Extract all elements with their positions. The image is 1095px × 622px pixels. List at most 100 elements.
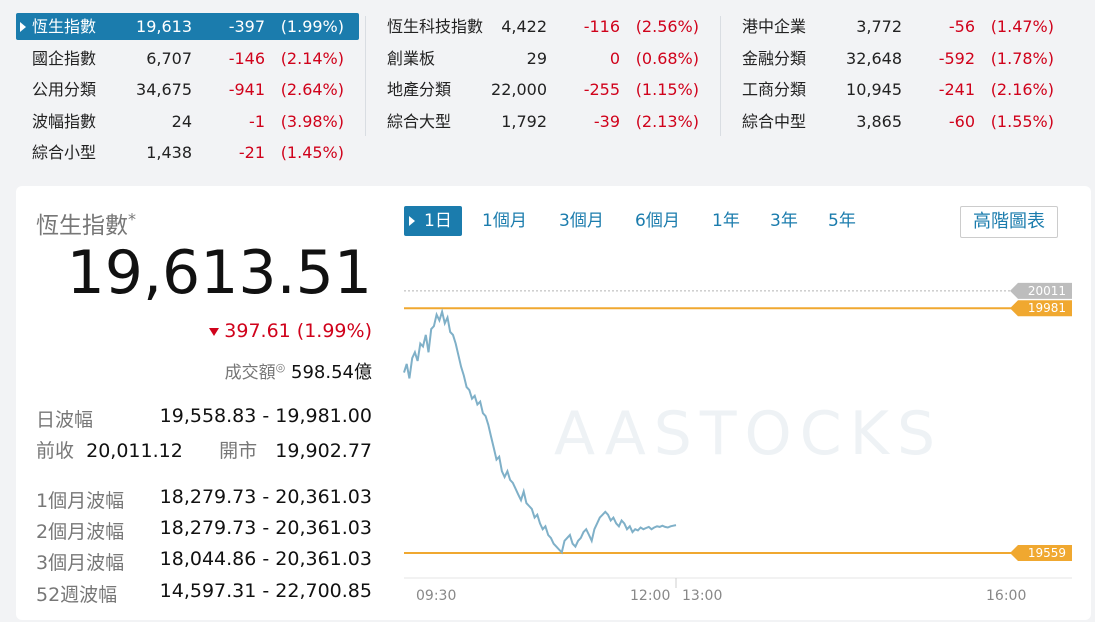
index-detail-card: 恆生指數* 19,613.51 397.61 (1.99%) 成交額◎ 598.…: [16, 186, 1091, 620]
ticker-name: 波幅指數: [32, 112, 97, 131]
ticker-change: -21: [238, 143, 265, 162]
tab-label: 1個月: [482, 211, 527, 231]
ticker-change: -146: [228, 49, 265, 68]
ticker-row[interactable]: 綜合大型 1,792 -39 (2.13%): [371, 108, 714, 135]
ticker-name: 地產分類: [387, 80, 452, 99]
day-low-tag-bg: [1010, 544, 1072, 561]
prev-close: 前收 20,011.12: [36, 440, 183, 462]
ticker-pct: (1.99%): [280, 17, 344, 36]
ticker-change: -56: [948, 17, 975, 36]
day-high-tag-bg: [1010, 300, 1072, 317]
range-3m-label: 3個月波幅: [36, 552, 125, 574]
range-3m: 18,044.86 - 20,361.03: [159, 548, 372, 570]
x-tick-label: 16:00: [986, 588, 1026, 604]
ticker-name: 綜合大型: [387, 112, 452, 131]
tab-label: 3年: [770, 211, 798, 231]
ticker-name: 綜合小型: [32, 143, 97, 162]
day-high-tag-text: 19981: [1028, 301, 1066, 315]
selected-arrow-icon: [409, 216, 415, 226]
ticker-row[interactable]: 港中企業 3,772 -56 (1.47%): [726, 13, 1069, 40]
day-low-tag-text: 19559: [1028, 546, 1066, 560]
ticker-value: 3,865: [856, 112, 902, 131]
tab-6[interactable]: 5年: [828, 206, 856, 236]
ticker-value: 6,707: [146, 49, 192, 68]
turnover: 成交額◎ 598.54億: [224, 361, 372, 383]
ticker-pct: (2.13%): [635, 112, 699, 131]
ticker-row[interactable]: 恆生指數 19,613 -397 (1.99%): [16, 13, 359, 40]
tab-label: 1日: [424, 211, 452, 231]
ticker-change: -255: [583, 80, 620, 99]
ticker-name: 恆生指數: [32, 17, 97, 36]
watermark-text: AASTOCKS: [554, 399, 943, 469]
index-title: 恆生指數*: [36, 209, 136, 239]
ticker-value: 22,000: [491, 80, 547, 99]
ticker-change: -60: [948, 112, 975, 131]
ticker-name: 金融分類: [742, 49, 807, 68]
ticker-pct: (2.64%): [280, 80, 344, 99]
selected-arrow-icon: [20, 22, 26, 32]
tab-label: 3個月: [559, 211, 604, 231]
range-1m-label: 1個月波幅: [36, 490, 125, 512]
x-tick-label: 09:30: [416, 588, 456, 604]
info-icon[interactable]: ◎: [275, 361, 286, 374]
prev-close-tag-bg: [1010, 282, 1072, 299]
day-range: 19,558.83 - 19,981.00: [159, 405, 372, 427]
ticker-value: 19,613: [136, 17, 192, 36]
range-2m-label: 2個月波幅: [36, 521, 125, 543]
tab-3[interactable]: 6個月: [635, 206, 680, 236]
ticker-value: 10,945: [846, 80, 902, 99]
ticker-row[interactable]: 綜合中型 3,865 -60 (1.55%): [726, 108, 1069, 135]
tab-4[interactable]: 1年: [712, 206, 740, 236]
ticker-pct: (0.68%): [635, 49, 699, 68]
ticker-row[interactable]: 金融分類 32,648 -592 (1.78%): [726, 45, 1069, 72]
ticker-row[interactable]: 波幅指數 24 -1 (3.98%): [16, 108, 359, 135]
ticker-change: -116: [583, 17, 620, 36]
ticker-value: 1,438: [146, 143, 192, 162]
ticker-name: 工商分類: [742, 80, 807, 99]
tab-0[interactable]: 1日: [404, 206, 462, 236]
ticker-value: 3,772: [856, 17, 902, 36]
ticker-pct: (1.78%): [990, 49, 1054, 68]
index-price: 19,613.51: [66, 238, 372, 308]
ticker-row[interactable]: 地產分類 22,000 -255 (1.15%): [371, 76, 714, 103]
tab-5[interactable]: 3年: [770, 206, 798, 236]
ticker-row[interactable]: 綜合小型 1,438 -21 (1.45%): [16, 139, 359, 166]
ticker-row[interactable]: 工商分類 10,945 -241 (2.16%): [726, 76, 1069, 103]
ticker-change: -397: [228, 17, 265, 36]
range-52w-label: 52週波幅: [36, 584, 118, 606]
open-price: 開市 19,902.77: [219, 440, 372, 462]
ticker-row[interactable]: 國企指數 6,707 -146 (2.14%): [16, 45, 359, 72]
range-2m: 18,279.73 - 20,361.03: [159, 517, 372, 539]
ticker-pct: (1.45%): [280, 143, 344, 162]
ticker-name: 國企指數: [32, 49, 97, 68]
ticker-name: 恆生科技指數: [387, 17, 484, 36]
ticker-pct: (2.14%): [280, 49, 344, 68]
tab-label: 6個月: [635, 211, 680, 231]
ticker-change: -592: [938, 49, 975, 68]
ticker-pct: (1.47%): [990, 17, 1054, 36]
ticker-change: -1: [249, 112, 265, 131]
index-ticker: 恆生指數 19,613 -397 (1.99%) 恆生科技指數 4,422 -116 (2.5…: [0, 0, 1095, 180]
tab-2[interactable]: 3個月: [559, 206, 604, 236]
column-divider: [365, 16, 366, 136]
day-low-tag: 19559: [1010, 544, 1072, 561]
tab-1[interactable]: 1個月: [482, 206, 527, 236]
ticker-row[interactable]: 公用分類 34,675 -941 (2.64%): [16, 76, 359, 103]
range-1m: 18,279.73 - 20,361.03: [159, 486, 372, 508]
prev-close-tag-text: 20011: [1028, 284, 1066, 298]
price-series-line: [403, 307, 677, 555]
advanced-chart-button[interactable]: 高階圖表: [960, 206, 1058, 238]
prev-close-tag: 20011: [1010, 282, 1072, 299]
ticker-name: 公用分類: [32, 80, 97, 99]
ticker-value: 29: [526, 49, 547, 68]
ticker-name: 綜合中型: [742, 112, 807, 131]
ticker-pct: (2.56%): [635, 17, 699, 36]
ticker-pct: (1.55%): [990, 112, 1054, 131]
ticker-value: 1,792: [501, 112, 547, 131]
ticker-name: 港中企業: [742, 17, 807, 36]
ticker-row[interactable]: 創業板 29 0 (0.68%): [371, 45, 714, 72]
ticker-name: 創業板: [387, 49, 436, 68]
ticker-pct: (3.98%): [280, 112, 344, 131]
ticker-row[interactable]: 恆生科技指數 4,422 -116 (2.56%): [371, 13, 714, 40]
ticker-pct: (2.16%): [990, 80, 1054, 99]
